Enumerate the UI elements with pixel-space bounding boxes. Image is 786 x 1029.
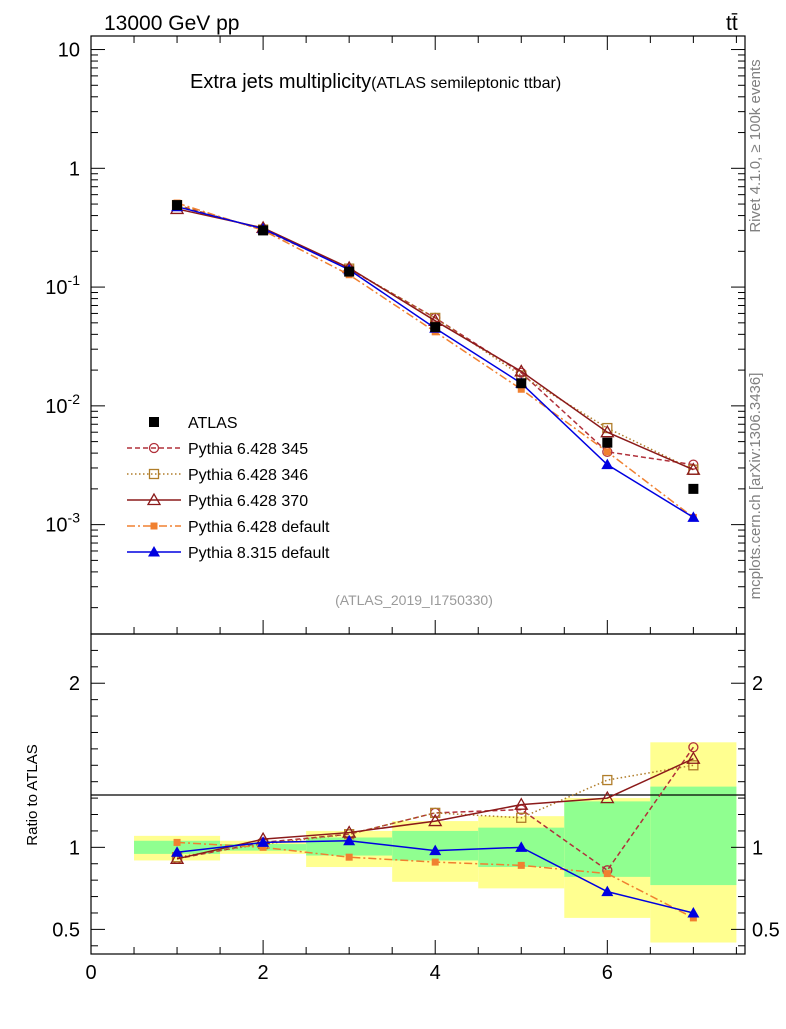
ratio-y-tick-label-right: 2 bbox=[752, 673, 763, 695]
ratio-point-2 bbox=[686, 751, 701, 764]
band-inner-6 bbox=[564, 801, 651, 877]
ratio-panel bbox=[90, 633, 746, 955]
x-tick-label: 0 bbox=[85, 962, 96, 984]
ratio-point-2 bbox=[169, 851, 185, 864]
chart-subtitle: (ATLAS semileptonic ttbar) bbox=[371, 75, 561, 92]
ratio-point-1 bbox=[602, 774, 613, 786]
ratio-y-tick-label: 1 bbox=[69, 837, 80, 859]
series-point-2 bbox=[600, 424, 615, 438]
ratio-point-3 bbox=[259, 843, 267, 851]
ratio-point-3 bbox=[173, 838, 181, 846]
atlas-data-point bbox=[688, 483, 699, 494]
band-inner-3 bbox=[306, 837, 393, 856]
process-label: tt̄ bbox=[726, 12, 738, 35]
x-tick-label: 2 bbox=[258, 962, 269, 984]
ratio-point-4 bbox=[429, 844, 442, 856]
ratio-point-3 bbox=[431, 858, 439, 866]
ratio-point-1 bbox=[430, 807, 441, 819]
axes: 0 2 4 6 10 1 10-1 10-2 10-3 0.5 0.5 1 1 2 2 bbox=[45, 36, 780, 984]
energy-label: 13000 GeV pp bbox=[104, 12, 239, 35]
ratio-y-tick-label-right: 1 bbox=[752, 837, 763, 859]
atlas-data-point bbox=[430, 322, 441, 333]
ratio-point-1 bbox=[516, 812, 527, 823]
ratio-y-tick-label: 0.5 bbox=[52, 919, 80, 941]
source-label: mcplots.cern.ch [arXiv:1306.3436] bbox=[747, 373, 764, 600]
ratio-point-4 bbox=[687, 906, 700, 918]
y-tick-label: 10-2 bbox=[45, 391, 80, 418]
ratio-series bbox=[169, 742, 701, 922]
legend-label-2: Pythia 6.428 370 bbox=[188, 493, 308, 510]
series-point-2 bbox=[686, 462, 701, 475]
y-tick-label: 1 bbox=[69, 158, 80, 180]
series-point-4 bbox=[687, 511, 700, 522]
ratio-point-4 bbox=[515, 841, 528, 852]
ratio-uncertainty-bands bbox=[134, 742, 737, 943]
series-point-3 bbox=[517, 385, 525, 393]
legend-label-0: Pythia 6.428 345 bbox=[188, 441, 308, 458]
series-point-2 bbox=[514, 364, 529, 377]
ratio-point-3 bbox=[689, 914, 697, 922]
band-inner-7 bbox=[650, 786, 737, 886]
ratio-point-4 bbox=[257, 836, 270, 847]
x-tick-label: 6 bbox=[602, 962, 613, 984]
ratio-axis-label: Ratio to ATLAS bbox=[24, 744, 41, 845]
ratio-point-2 bbox=[428, 813, 443, 827]
ratio-point-4 bbox=[171, 846, 184, 857]
ratio-point-1 bbox=[688, 760, 699, 771]
ratio-point-4 bbox=[601, 885, 614, 897]
analysis-watermark: (ATLAS_2019_I1750330) bbox=[335, 592, 493, 608]
series-line-2 bbox=[176, 208, 694, 471]
main-series bbox=[169, 199, 701, 522]
atlas-data-point bbox=[516, 378, 527, 389]
ratio-point-3 bbox=[603, 870, 611, 878]
ratio-point-3 bbox=[345, 853, 353, 861]
legend-label-3: Pythia 6.428 default bbox=[188, 519, 330, 536]
y-tick-label: 10-1 bbox=[45, 272, 80, 299]
legend: ATLAS Pythia 6.428 345 Pythia 6.428 346 Pyt… bbox=[127, 415, 330, 562]
legend-label-4: Pythia 8.315 default bbox=[188, 545, 330, 562]
chart-title-main: Extra jets multiplicity bbox=[190, 71, 371, 93]
legend-label-atlas: ATLAS bbox=[188, 415, 238, 432]
legend-marker-4 bbox=[148, 546, 160, 557]
legend-marker-atlas bbox=[149, 417, 159, 427]
series-point-4 bbox=[601, 458, 614, 470]
rivet-version-label: Rivet 4.1.0, ≥ 100k events bbox=[747, 59, 764, 232]
y-tick-label: 10-3 bbox=[45, 510, 80, 537]
legend-label-1: Pythia 6.428 346 bbox=[188, 467, 308, 484]
atlas-data-point bbox=[258, 225, 269, 236]
atlas-data-point bbox=[344, 266, 355, 277]
ratio-y-tick-label-right: 0.5 bbox=[752, 919, 780, 941]
series-point-3 bbox=[603, 448, 611, 456]
legend-marker-2 bbox=[146, 492, 162, 506]
ratio-point-2 bbox=[600, 790, 615, 804]
x-tick-label: 4 bbox=[430, 962, 441, 984]
ratio-point-4 bbox=[343, 834, 356, 846]
ratio-point-3 bbox=[517, 861, 525, 869]
atlas-data-point bbox=[602, 437, 613, 448]
y-tick-label: 10 bbox=[58, 40, 80, 62]
ratio-y-tick-label: 2 bbox=[69, 673, 80, 695]
legend-marker-0 bbox=[148, 442, 160, 454]
legend-marker-1 bbox=[148, 468, 160, 480]
ratio-point-2 bbox=[514, 797, 529, 810]
atlas-data-point bbox=[172, 200, 183, 211]
chart-title: Extra jets multiplicity(ATLAS semilepton… bbox=[190, 71, 561, 93]
series-line-1 bbox=[176, 204, 694, 471]
legend-marker-3 bbox=[150, 522, 158, 530]
